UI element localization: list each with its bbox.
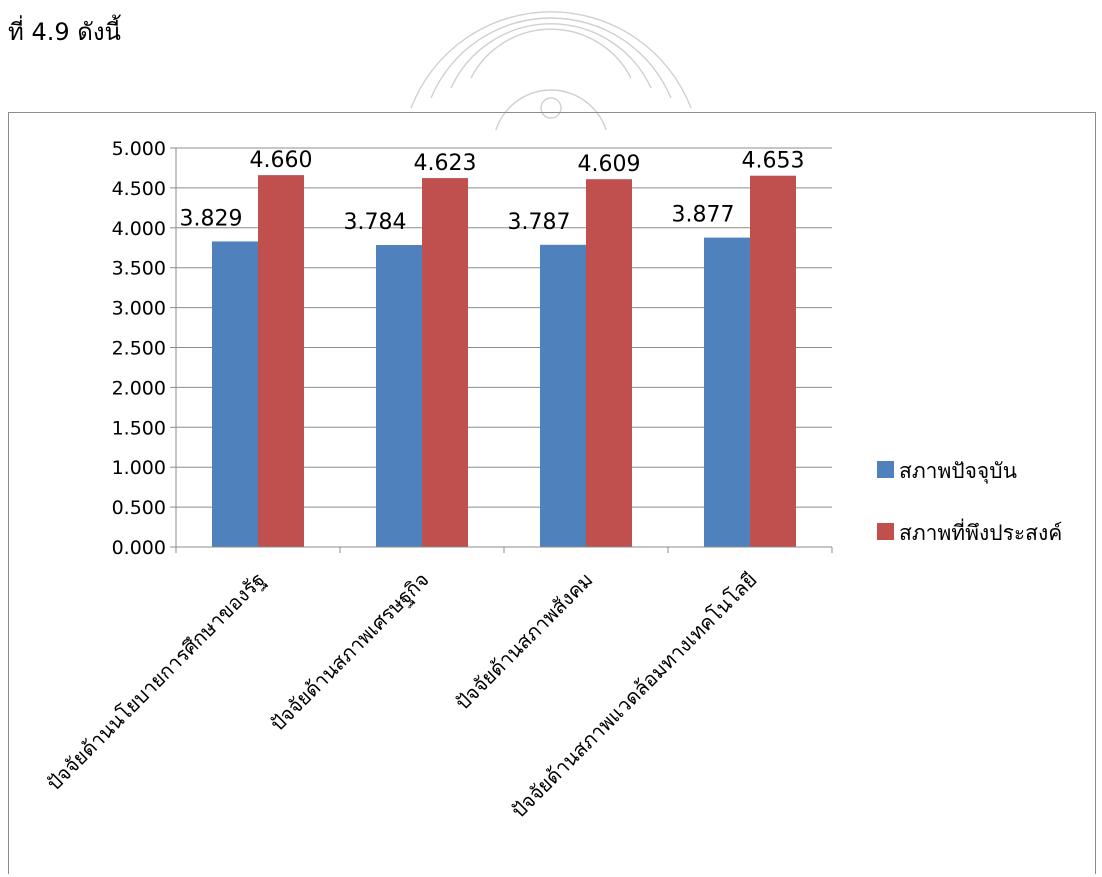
bar-current [376,245,422,547]
data-labels: 3.829 4.660 3.784 4.623 3.787 4.609 3.877 4.653 [180,148,805,235]
y-tick-label: 4.000 [112,218,166,240]
y-tick-label: 3.500 [112,258,166,280]
category-label: ปัจจัยด้านสภาพเศรษฐกิจ [265,568,433,736]
bars [212,175,796,548]
y-tick-label: 5.000 [112,138,166,160]
data-label-desired: 4.623 [414,151,477,176]
y-tick-labels: 0.000 0.500 1.000 1.500 2.000 2.500 3.000 3.500… [112,138,166,559]
y-tick-label: 4.500 [112,178,166,200]
chart-frame [8,112,1096,874]
bar-current [540,244,586,547]
y-tick-label: 2.500 [112,338,166,360]
page-heading: ที่ 4.9 ดังนี้ [8,18,121,46]
data-label-desired: 4.653 [742,149,805,174]
category-labels: ปัจจัยด้านนโยบายการศึกษาของรัฐปัจจัยด้าน… [42,568,762,823]
bar-desired [422,178,468,547]
legend-label-desired: สภาพที่พึงประสงค์ [899,518,1062,545]
data-label-desired: 4.609 [578,152,641,177]
y-tick-label: 1.000 [112,457,166,479]
bar-desired [586,179,632,548]
bar-current [212,241,258,547]
y-tick-label: 1.500 [112,417,166,439]
legend-swatch-desired [877,523,894,540]
axes [170,147,833,553]
data-label-current: 3.829 [180,206,243,231]
category-label: ปัจจัยด้านสภาพสังคม [450,568,597,715]
data-label-current: 3.787 [508,210,571,235]
bar-desired [258,175,304,547]
bar-desired [750,175,796,547]
y-tick-label: 2.000 [112,377,166,399]
data-label-desired: 4.660 [250,148,313,173]
y-tick-label: 3.000 [112,298,166,320]
data-label-current: 3.877 [672,203,735,228]
legend-label-current: สภาพปัจจุบัน [899,459,1017,484]
y-tick-label: 0.500 [112,497,166,519]
y-tick-label: 0.000 [112,537,166,559]
data-label-current: 3.784 [344,210,407,235]
legend-swatch-current [877,461,894,478]
bar-current [704,237,750,547]
category-label: ปัจจัยด้านนโยบายการศึกษาของรัฐ [42,568,270,796]
